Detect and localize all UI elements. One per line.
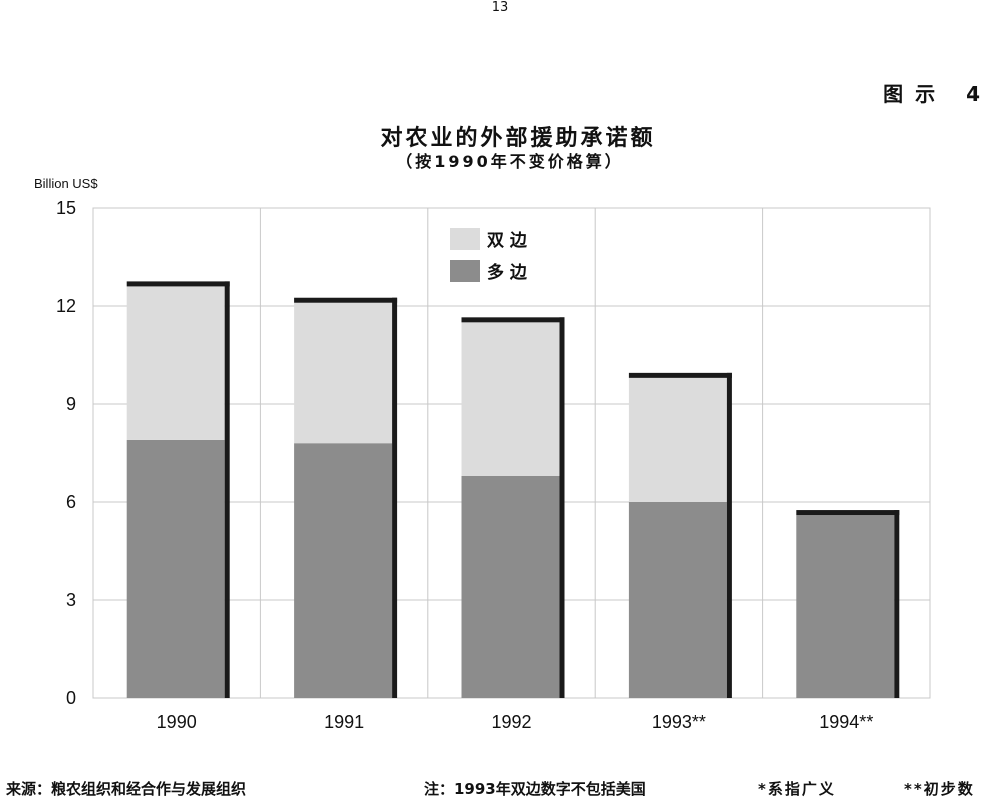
chart-title: 对农业的外部援助承诺额 (380, 126, 656, 151)
x-tick-label: 1993** (652, 712, 706, 732)
y-tick-label: 6 (66, 492, 76, 512)
y-tick-label: 15 (56, 198, 76, 218)
y-tick-label: 0 (66, 688, 76, 708)
bar-segment (628, 377, 727, 502)
bar-shadow-side (726, 372, 732, 698)
bar-segment (126, 439, 225, 698)
bar-segment (796, 515, 895, 698)
legend-label: 双 边 (487, 231, 528, 251)
bar-shadow-top (126, 281, 230, 287)
bar-segment (294, 302, 393, 444)
bars-layer (126, 281, 900, 698)
bar-shadow-side (559, 317, 565, 698)
chart-subtitle: （按1990年不变价格算） (396, 152, 624, 171)
ticks-layer: 0 3 6 9 12 15 1990 1991 1992 1993** 1994** (56, 198, 873, 732)
bar-shadow-top (294, 297, 398, 303)
figure-label: 图示 4 (883, 82, 992, 106)
bar-shadow-side (224, 281, 230, 698)
source-note: 来源：粮农组织和经合作与发展组织 (6, 780, 247, 798)
bar-segment (461, 322, 560, 476)
y-axis-label: Billion US$ (34, 176, 98, 191)
y-tick-label: 3 (66, 590, 76, 610)
bar-shadow-side (392, 297, 398, 698)
legend: 双 边多 边 (450, 228, 528, 283)
bar-segment (294, 443, 393, 698)
footnote-one: *系指广义 (758, 780, 836, 798)
note-text: 注：1993年双边数字不包括美国 (424, 780, 646, 798)
stacked-bar-chart: 0 3 6 9 12 15 1990 1991 1992 1993** 1994** 双 边多 边 (56, 198, 931, 732)
bar-shadow-side (894, 510, 900, 698)
legend-label: 多 边 (487, 262, 528, 283)
x-tick-label: 1992 (491, 712, 531, 732)
legend-swatch (450, 260, 480, 282)
bar-shadow-top (796, 510, 900, 516)
bar-segment (126, 286, 225, 440)
x-tick-label: 1994** (819, 712, 873, 732)
bar-shadow-top (628, 372, 732, 378)
x-tick-label: 1991 (324, 712, 364, 732)
bar-shadow-top (461, 317, 565, 323)
legend-swatch (450, 228, 480, 250)
bar-segment (461, 475, 560, 698)
footnote-two: **初步数 (904, 780, 975, 798)
footer-notes: 来源：粮农组织和经合作与发展组织 注：1993年双边数字不包括美国 *系指广义 … (0, 778, 1000, 804)
bar-segment (628, 502, 727, 698)
x-tick-label: 1990 (157, 712, 197, 732)
y-tick-label: 12 (56, 296, 76, 316)
y-tick-label: 9 (66, 394, 76, 414)
page-number: 13 (491, 0, 509, 15)
